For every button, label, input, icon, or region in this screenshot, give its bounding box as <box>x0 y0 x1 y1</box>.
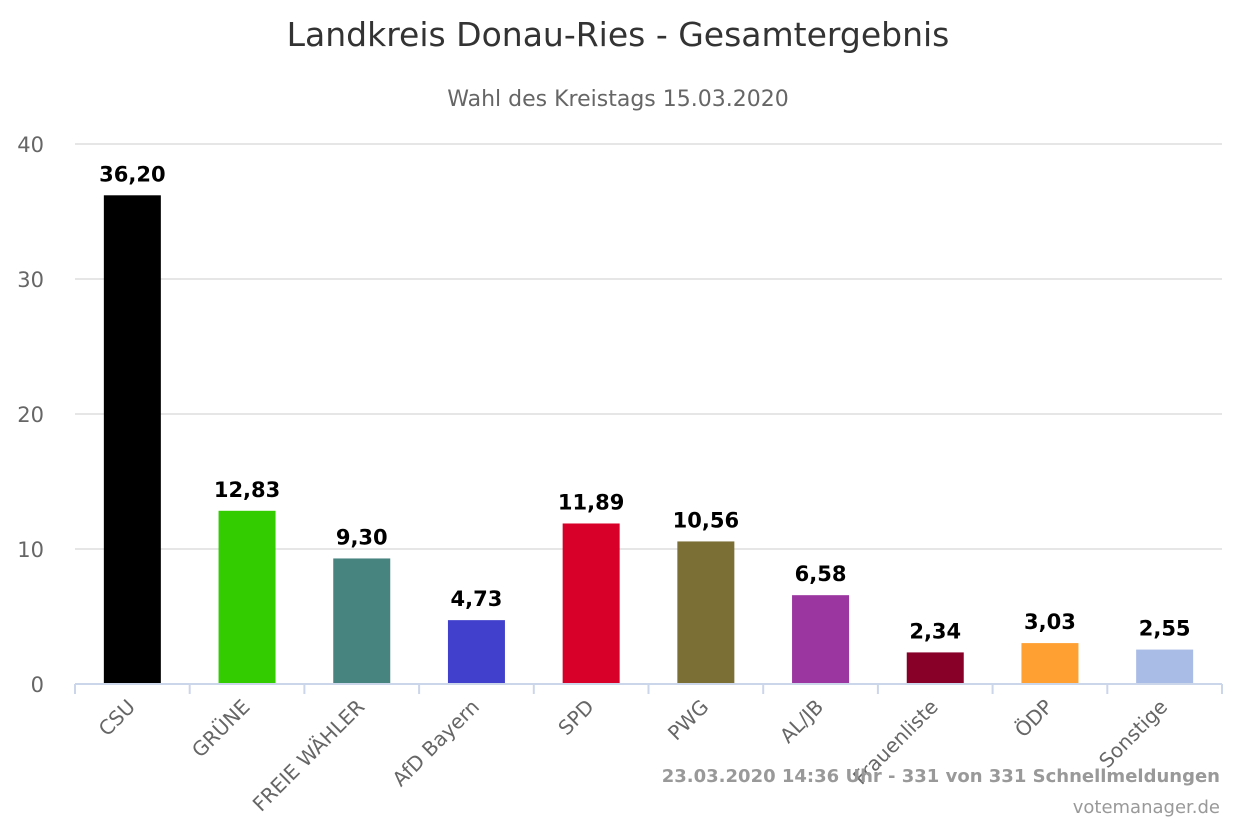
bar-afd-bayern[interactable] <box>447 620 505 684</box>
data-label: 2,34 <box>909 619 961 643</box>
x-axis <box>74 683 1223 694</box>
bar-frauenliste[interactable] <box>906 652 964 684</box>
data-label: 3,03 <box>1024 610 1076 634</box>
bar-sonstige[interactable] <box>1136 649 1194 684</box>
data-label: 36,20 <box>99 162 165 186</box>
x-tick-label: FREIE WÄHLER <box>248 694 370 816</box>
y-axis-ticks: 0 10 20 30 40 <box>17 133 44 697</box>
y-tick-label: 20 <box>17 403 44 427</box>
credits-source[interactable]: votemanager.de <box>1073 797 1220 818</box>
x-tick-label: Sonstige <box>1094 695 1172 773</box>
x-tick-label: ÖDP <box>1010 695 1058 743</box>
y-tick-label: 40 <box>17 133 44 157</box>
data-label: 6,58 <box>795 562 847 586</box>
x-tick-label: AfD Bayern <box>388 695 484 791</box>
x-tick-label: GRÜNE <box>187 695 255 763</box>
y-tick-label: 10 <box>17 538 44 562</box>
y-tick-label: 30 <box>17 268 44 292</box>
data-label: 2,55 <box>1139 617 1191 641</box>
data-label: 12,83 <box>214 478 280 502</box>
x-tick-label: CSU <box>94 695 140 741</box>
data-label: 9,30 <box>336 525 388 549</box>
bar-ödp[interactable] <box>1021 643 1079 684</box>
data-label: 4,73 <box>451 587 503 611</box>
bars <box>103 195 1194 685</box>
bar-spd[interactable] <box>562 523 620 684</box>
chart-title: Landkreis Donau-Ries - Gesamtergebnis <box>287 15 950 54</box>
bar-al-jb[interactable] <box>792 595 850 684</box>
x-tick-label: SPD <box>553 695 598 740</box>
gridlines <box>75 143 1222 550</box>
bar-freie-wähler[interactable] <box>333 558 391 684</box>
bar-csu[interactable] <box>103 195 161 685</box>
chart-subtitle: Wahl des Kreistags 15.03.2020 <box>447 87 788 112</box>
data-label: 10,56 <box>673 508 739 532</box>
data-labels: 36,20 12,83 9,30 4,73 11,89 10,56 6,58 2,34 3,03… <box>99 162 1190 643</box>
data-label: 11,89 <box>558 490 624 514</box>
bar-grüne[interactable] <box>218 510 276 684</box>
credits-text: 23.03.2020 14:36 Uhr - 331 von 331 Schne… <box>662 766 1220 787</box>
x-tick-label: AL/JB <box>775 695 828 748</box>
x-tick-label: PWG <box>663 695 713 745</box>
y-tick-label: 0 <box>31 673 44 697</box>
bar-pwg[interactable] <box>677 541 735 684</box>
